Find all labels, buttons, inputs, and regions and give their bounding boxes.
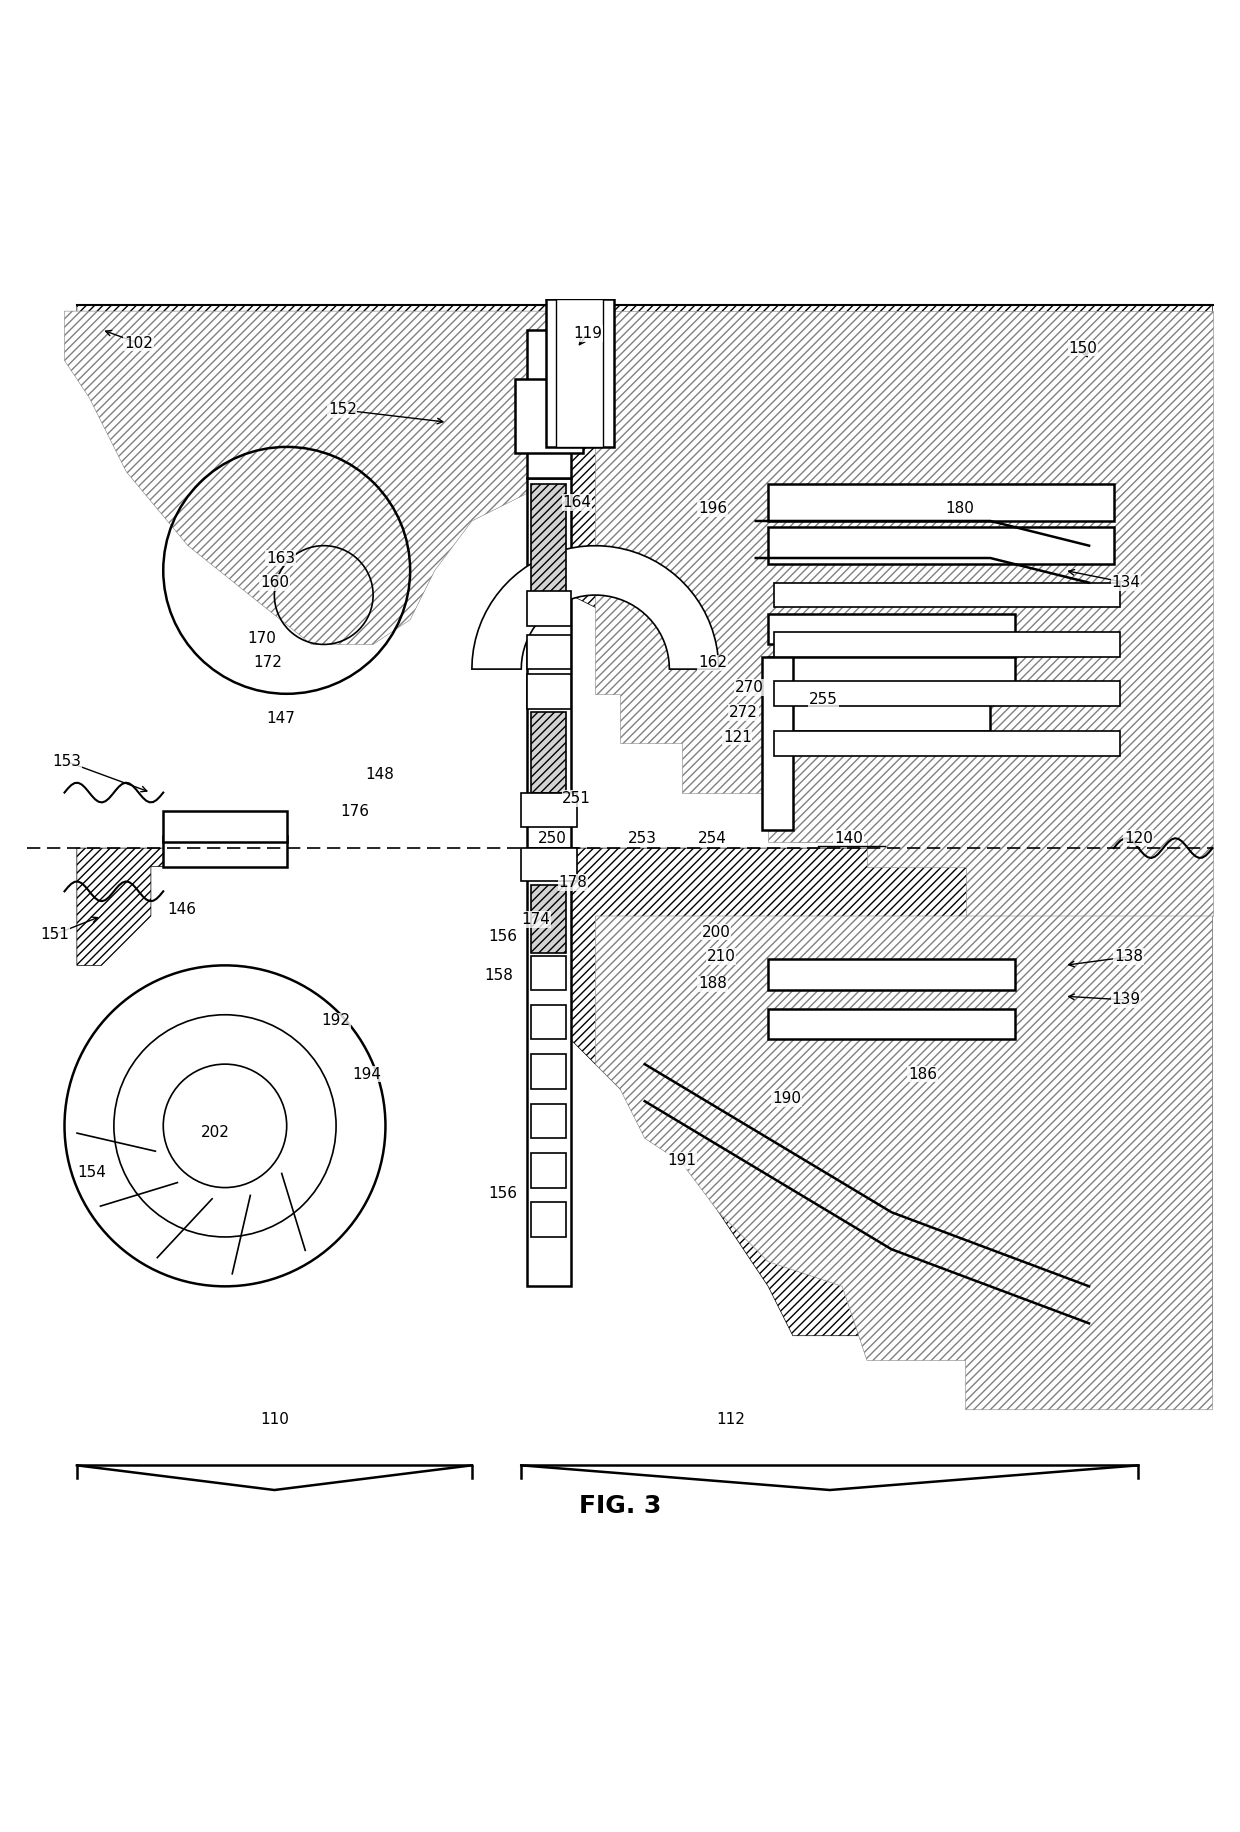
Text: 120: 120 <box>1123 830 1153 846</box>
Bar <box>531 1053 565 1088</box>
Text: 210: 210 <box>707 949 735 964</box>
Text: 255: 255 <box>810 692 838 707</box>
Text: 186: 186 <box>908 1066 937 1081</box>
Polygon shape <box>64 311 595 645</box>
Bar <box>515 379 583 453</box>
Polygon shape <box>570 304 1213 916</box>
Text: 250: 250 <box>538 830 567 846</box>
Text: 140: 140 <box>835 830 863 846</box>
Text: 196: 196 <box>698 502 727 517</box>
Bar <box>531 1202 565 1237</box>
Text: 251: 251 <box>563 791 591 806</box>
Bar <box>164 812 286 843</box>
Text: 190: 190 <box>773 1092 801 1107</box>
Text: 102: 102 <box>124 335 153 350</box>
Text: 162: 162 <box>698 656 727 671</box>
Text: 134: 134 <box>1111 575 1141 590</box>
Text: 154: 154 <box>77 1165 107 1180</box>
Polygon shape <box>595 311 1213 916</box>
Text: 188: 188 <box>698 976 727 991</box>
Bar <box>761 656 792 830</box>
Text: 172: 172 <box>254 656 283 671</box>
Bar <box>531 1152 565 1187</box>
Text: 164: 164 <box>562 495 591 509</box>
Bar <box>531 713 565 793</box>
Text: 140: 140 <box>835 830 863 846</box>
Polygon shape <box>77 304 570 595</box>
Text: 148: 148 <box>365 766 394 782</box>
Bar <box>521 793 577 826</box>
Bar <box>774 583 1120 608</box>
Text: 152: 152 <box>327 403 357 418</box>
Text: 153: 153 <box>52 755 82 769</box>
Bar <box>531 956 565 989</box>
Bar <box>768 1009 1016 1039</box>
Text: 138: 138 <box>1114 949 1143 964</box>
Bar <box>768 484 1114 520</box>
Polygon shape <box>77 848 176 965</box>
Bar <box>527 478 570 848</box>
Text: 139: 139 <box>1111 993 1141 1008</box>
Bar <box>527 848 570 1286</box>
Bar <box>768 614 1016 645</box>
Text: 156: 156 <box>489 929 517 945</box>
Polygon shape <box>472 546 719 669</box>
Bar <box>546 299 614 447</box>
Text: 121: 121 <box>723 729 751 744</box>
Text: 272: 272 <box>729 705 758 720</box>
Text: 270: 270 <box>735 680 764 694</box>
Text: 156: 156 <box>489 1187 517 1202</box>
Text: 150: 150 <box>1069 341 1097 355</box>
Text: 158: 158 <box>485 967 513 982</box>
Text: 146: 146 <box>167 903 196 918</box>
Bar <box>527 674 570 709</box>
Text: 174: 174 <box>522 912 551 927</box>
Bar <box>768 960 1016 989</box>
Text: 160: 160 <box>260 575 289 590</box>
Text: 178: 178 <box>559 876 588 890</box>
Bar <box>164 835 286 867</box>
Bar <box>768 656 1016 687</box>
Polygon shape <box>595 916 1213 1411</box>
Text: FIG. 3: FIG. 3 <box>579 1495 661 1519</box>
Bar <box>774 682 1120 705</box>
Bar <box>531 1103 565 1138</box>
Bar <box>527 330 570 478</box>
Text: 253: 253 <box>627 830 657 846</box>
Text: 170: 170 <box>248 630 277 645</box>
Bar <box>774 731 1120 755</box>
Text: 147: 147 <box>267 711 295 725</box>
Bar <box>774 632 1120 656</box>
Text: 202: 202 <box>201 1125 229 1140</box>
Text: 200: 200 <box>702 925 730 940</box>
Bar <box>527 592 570 627</box>
Text: 110: 110 <box>260 1412 289 1427</box>
Text: 151: 151 <box>40 927 69 942</box>
Bar <box>531 885 565 953</box>
Bar <box>768 528 1114 564</box>
Bar <box>531 484 565 595</box>
Text: 180: 180 <box>945 502 973 517</box>
Text: 254: 254 <box>698 830 727 846</box>
Text: 163: 163 <box>265 550 295 566</box>
Text: 176: 176 <box>340 804 370 819</box>
Bar <box>768 700 991 731</box>
Text: 119: 119 <box>573 326 603 341</box>
Text: 192: 192 <box>321 1013 351 1028</box>
Polygon shape <box>570 848 1213 1385</box>
Bar <box>556 299 603 447</box>
Bar <box>527 634 570 669</box>
Bar <box>531 1006 565 1039</box>
Text: 112: 112 <box>717 1412 745 1427</box>
Text: 191: 191 <box>667 1152 696 1169</box>
Text: 194: 194 <box>352 1066 382 1081</box>
Bar <box>521 848 577 881</box>
